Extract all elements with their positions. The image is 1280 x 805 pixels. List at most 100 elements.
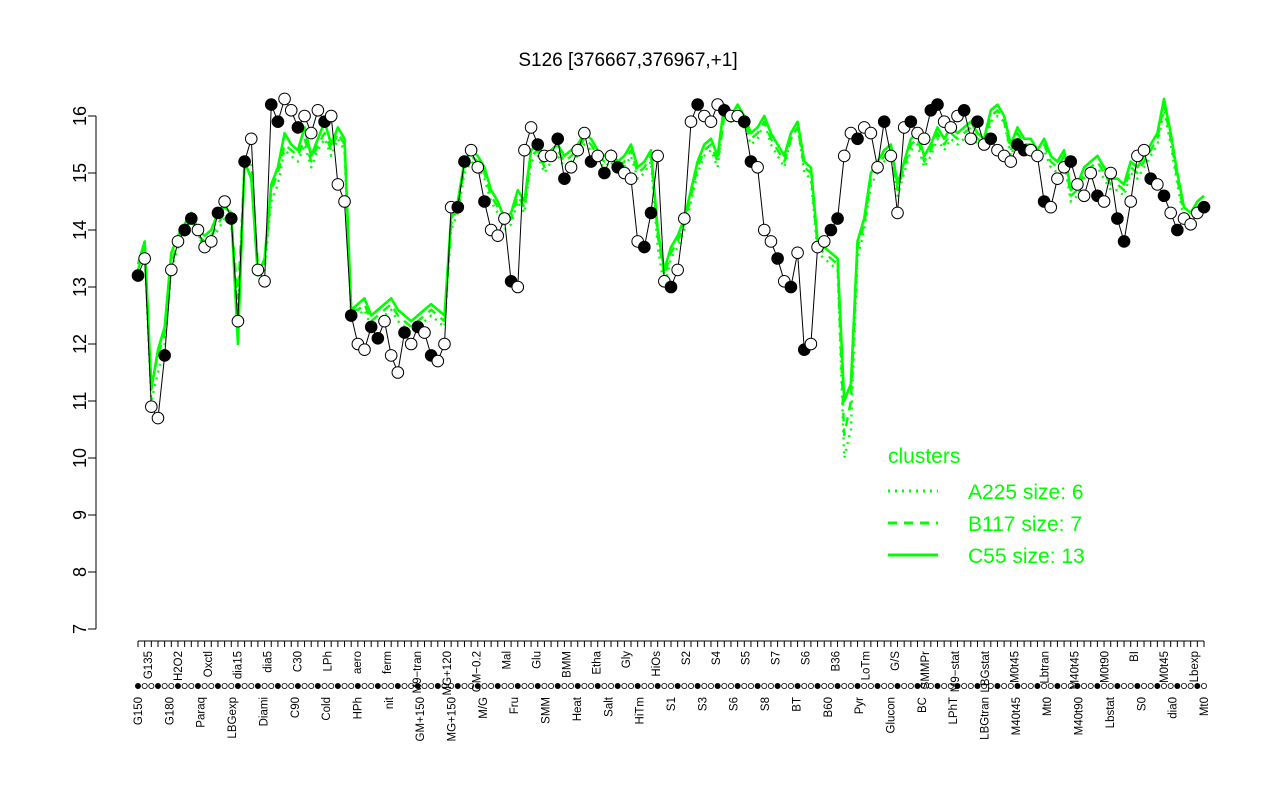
x-marker xyxy=(901,683,908,690)
x-marker xyxy=(967,683,974,690)
x-tick-label: Cold xyxy=(321,697,333,721)
x-marker xyxy=(921,683,928,690)
x-marker xyxy=(614,683,621,690)
x-tick-label: Paraq xyxy=(196,697,208,728)
data-point xyxy=(644,206,658,220)
x-marker xyxy=(548,683,555,690)
x-tick-label: aero xyxy=(352,651,364,674)
x-tick-label: GM+150 xyxy=(415,697,427,741)
x-marker xyxy=(148,683,155,690)
data-point xyxy=(418,326,431,339)
x-marker xyxy=(1141,683,1148,690)
data-point xyxy=(244,132,258,146)
x-marker xyxy=(754,683,761,690)
x-marker xyxy=(494,683,501,690)
x-tick-label: G135 xyxy=(143,651,155,679)
x-marker xyxy=(834,683,841,690)
data-point xyxy=(684,115,698,128)
x-tick-label: GM−0.2 xyxy=(472,651,484,692)
x-marker xyxy=(821,683,828,690)
x-marker xyxy=(954,683,961,690)
x-marker xyxy=(288,683,295,690)
data-point xyxy=(904,115,918,128)
x-marker xyxy=(761,683,768,690)
x-tick-label: MG+120 xyxy=(442,651,454,695)
y-tick-label: 7 xyxy=(70,624,90,634)
x-marker xyxy=(714,683,721,690)
data-point xyxy=(1084,166,1098,180)
x-marker xyxy=(601,683,608,690)
x-marker xyxy=(741,683,748,690)
x-marker xyxy=(401,683,408,690)
data-point xyxy=(431,354,445,368)
data-point xyxy=(258,275,271,288)
y-tick-label: 8 xyxy=(70,567,90,577)
x-marker xyxy=(228,683,235,690)
data-point xyxy=(1111,212,1124,225)
x-marker xyxy=(927,683,934,690)
x-tick-label: M0t45 xyxy=(1159,651,1171,683)
x-marker xyxy=(1061,683,1068,690)
x-marker xyxy=(941,683,948,690)
x-marker xyxy=(974,683,981,690)
y-tick-label: 10 xyxy=(70,448,90,468)
x-marker xyxy=(641,683,648,690)
x-marker xyxy=(907,683,914,690)
data-point xyxy=(851,132,864,146)
data-point xyxy=(1064,155,1078,168)
data-point xyxy=(531,138,545,151)
x-tick-label: S8 xyxy=(760,697,772,711)
x-marker xyxy=(434,683,441,690)
x-marker xyxy=(814,683,821,690)
data-point xyxy=(957,104,971,117)
data-point xyxy=(1197,200,1211,214)
x-marker xyxy=(528,683,535,690)
legend-label: B117 size: 7 xyxy=(968,513,1082,536)
data-point xyxy=(984,132,998,146)
data-point xyxy=(204,235,218,248)
data-point xyxy=(551,132,565,146)
x-marker xyxy=(454,683,461,690)
x-tick-label: M40t90 xyxy=(1074,697,1086,735)
data-point xyxy=(824,223,838,237)
data-point xyxy=(1077,189,1091,203)
x-marker xyxy=(1047,683,1054,690)
data-point xyxy=(751,161,764,174)
x-marker xyxy=(1167,683,1174,690)
x-marker xyxy=(1114,683,1121,690)
x-marker xyxy=(1081,683,1088,690)
x-marker xyxy=(1001,683,1008,690)
x-tick-label: S4 xyxy=(711,650,723,665)
x-marker xyxy=(294,683,301,690)
y-tick-label: 15 xyxy=(70,163,90,183)
data-point xyxy=(1044,200,1058,214)
data-point xyxy=(151,411,165,425)
data-point xyxy=(837,149,851,163)
data-point xyxy=(478,195,491,208)
x-marker xyxy=(1187,683,1194,690)
x-marker xyxy=(141,683,148,690)
data-point xyxy=(344,309,358,322)
x-tick-label: Glucon xyxy=(885,697,897,733)
data-point xyxy=(1164,206,1177,220)
x-marker xyxy=(281,683,288,690)
data-point xyxy=(251,263,265,277)
data-point xyxy=(311,104,325,117)
data-point xyxy=(278,92,291,106)
x-tick-label: LPh xyxy=(322,651,334,671)
series-line-solid xyxy=(136,97,1205,403)
x-marker xyxy=(134,683,141,690)
data-point xyxy=(1151,178,1164,191)
x-tick-label: M40t45 xyxy=(1011,697,1023,735)
x-marker xyxy=(501,683,508,690)
data-point xyxy=(1171,223,1184,237)
x-marker xyxy=(721,683,728,690)
x-marker xyxy=(468,683,475,690)
x-marker xyxy=(268,683,275,690)
x-marker xyxy=(374,683,381,690)
data-point xyxy=(864,126,878,140)
data-point xyxy=(524,121,538,134)
x-marker xyxy=(508,683,515,690)
x-tick-label: S6 xyxy=(729,697,741,711)
